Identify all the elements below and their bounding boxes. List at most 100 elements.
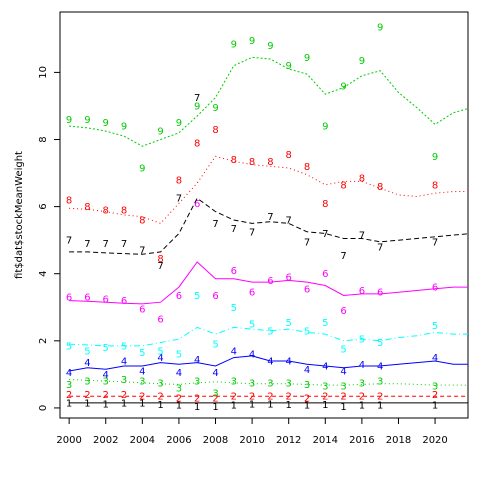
series-8-observation: 8 bbox=[249, 157, 255, 168]
y-tick-label: 2 bbox=[38, 338, 49, 344]
series-7-observation: 7 bbox=[304, 237, 310, 248]
series-3-observation: 3 bbox=[286, 378, 292, 389]
series-7-observation: 7 bbox=[286, 216, 292, 227]
series-9-observation: 9 bbox=[66, 115, 72, 126]
series-6-observation: 6 bbox=[157, 315, 163, 326]
series-8: 8 8 8 8 8 8 8 8 8 8 8 8 8 8 8 8 8 8 8 bbox=[66, 125, 468, 265]
series-6-observation: 6 bbox=[212, 291, 218, 302]
series-7-observation: 7 bbox=[432, 237, 438, 248]
series-5-observation: 5 bbox=[322, 318, 328, 329]
series-7-observation: 7 bbox=[322, 229, 328, 240]
series-1-observation: 1 bbox=[267, 399, 273, 410]
series-6-observation: 6 bbox=[377, 288, 383, 299]
series-8-observation: 8 bbox=[286, 150, 292, 161]
series-5-observation: 5 bbox=[121, 341, 127, 352]
series-3-observation: 3 bbox=[66, 380, 72, 391]
series-9-observation: 9 bbox=[194, 102, 200, 113]
series-9-observation: 9 bbox=[121, 122, 127, 133]
series-8-observation: 8 bbox=[194, 138, 200, 149]
series-1-observation: 1 bbox=[249, 399, 255, 410]
series-5-observation: 5 bbox=[304, 326, 310, 337]
series-5-observation: 5 bbox=[231, 303, 237, 314]
series-3-observation: 3 bbox=[157, 378, 163, 389]
series-3-observation: 3 bbox=[267, 378, 273, 389]
series-8-observation: 8 bbox=[267, 157, 273, 168]
series-8-observation: 8 bbox=[231, 155, 237, 166]
series-6-observation: 6 bbox=[84, 293, 90, 304]
x-tick-label: 2006 bbox=[166, 435, 191, 446]
series-5-observation: 5 bbox=[194, 291, 200, 302]
series-2-observation: 2 bbox=[139, 392, 145, 403]
x-tick-label: 2014 bbox=[313, 435, 338, 446]
series-8-observation: 8 bbox=[84, 202, 90, 213]
series-3-observation: 3 bbox=[432, 382, 438, 393]
series-4-observation: 4 bbox=[359, 360, 365, 371]
series-8-observation: 8 bbox=[139, 216, 145, 227]
series-8-observation: 8 bbox=[359, 174, 365, 185]
series-7-observation: 7 bbox=[340, 251, 346, 262]
series-2-observation: 2 bbox=[231, 392, 237, 403]
series-5-observation: 5 bbox=[340, 345, 346, 356]
series-6-observation: 6 bbox=[286, 273, 292, 284]
series-1-observation: 1 bbox=[139, 398, 145, 409]
series-6-observation: 6 bbox=[249, 288, 255, 299]
series-7-observation: 7 bbox=[231, 224, 237, 235]
x-tick-label: 2008 bbox=[203, 435, 228, 446]
series-3-observation: 3 bbox=[139, 377, 145, 388]
series-5-observation: 5 bbox=[176, 350, 182, 361]
series-9-observation: 9 bbox=[176, 118, 182, 129]
series-6-observation: 6 bbox=[121, 296, 127, 307]
series-6-observation: 6 bbox=[340, 306, 346, 317]
series-8-observation: 8 bbox=[304, 162, 310, 173]
series-1-observation: 1 bbox=[432, 401, 438, 412]
series-2: 2 2 2 2 2 2 2 2 2 2 2 2 2 2 2 2 2 2 2 bbox=[66, 390, 468, 404]
series-9-observation: 9 bbox=[359, 56, 365, 67]
series-6-observation: 6 bbox=[267, 276, 273, 287]
series-5: 5 5 5 5 5 5 5 5 5 5 5 5 5 5 5 5 5 5 5 bbox=[66, 291, 468, 361]
series-7-observation: 7 bbox=[139, 246, 145, 257]
y-axis-title: fit$dat$stockMeanWeight bbox=[14, 151, 25, 279]
series-2-observation: 2 bbox=[84, 390, 90, 401]
series-3-observation: 3 bbox=[231, 377, 237, 388]
x-tick-label: 2002 bbox=[93, 435, 118, 446]
series-7-observation: 7 bbox=[377, 242, 383, 253]
series-1-observation: 1 bbox=[157, 400, 163, 411]
series-1: 1 1 1 1 1 1 1 1 1 1 1 1 1 1 1 1 1 1 1 bbox=[66, 398, 468, 413]
series-7-observation: 7 bbox=[121, 239, 127, 250]
series-7-observation: 7 bbox=[194, 93, 200, 104]
series-6-observation: 6 bbox=[432, 283, 438, 294]
series-4-observation: 4 bbox=[231, 346, 237, 357]
series-7-observation: 7 bbox=[359, 231, 365, 242]
series-6-observation: 6 bbox=[194, 199, 200, 210]
series-9-observation: 9 bbox=[432, 152, 438, 163]
series-5-observation: 5 bbox=[267, 326, 273, 337]
series-2-observation: 2 bbox=[103, 390, 109, 401]
series-2-observation: 2 bbox=[340, 392, 346, 403]
series-4-observation: 4 bbox=[377, 362, 383, 373]
series-9-observation: 9 bbox=[304, 53, 310, 64]
series-3-observation: 3 bbox=[103, 377, 109, 388]
x-tick-label: 2016 bbox=[349, 435, 374, 446]
x-tick-label: 2010 bbox=[239, 435, 264, 446]
series-1-observation: 1 bbox=[66, 398, 72, 409]
series-3: 3 3 3 3 3 3 3 3 3 3 3 3 3 3 3 3 3 3 3 bbox=[66, 375, 468, 399]
series-9-observation: 9 bbox=[212, 103, 218, 114]
series-9-observation: 9 bbox=[139, 164, 145, 175]
series-3-observation: 3 bbox=[249, 378, 255, 389]
series-7: 7 7 7 7 7 7 7 7 7 7 7 7 7 7 7 7 7 7 7 bbox=[66, 93, 468, 272]
x-tick-label: 2000 bbox=[56, 435, 81, 446]
series-7-observation: 7 bbox=[212, 219, 218, 230]
series-7-observation: 7 bbox=[267, 212, 273, 223]
series-2-observation: 2 bbox=[249, 392, 255, 403]
series-7-observation: 7 bbox=[103, 239, 109, 250]
series-4-observation: 4 bbox=[84, 358, 90, 369]
series-4-observation: 4 bbox=[432, 353, 438, 364]
series-8-observation: 8 bbox=[212, 125, 218, 136]
y-tick-label: 6 bbox=[38, 203, 49, 209]
series-5-observation: 5 bbox=[286, 318, 292, 329]
series-8-observation: 8 bbox=[322, 199, 328, 210]
series-1-observation: 1 bbox=[286, 400, 292, 411]
series-9-observation: 9 bbox=[286, 61, 292, 72]
series-9-observation: 9 bbox=[103, 118, 109, 129]
series-2-observation: 2 bbox=[304, 393, 310, 404]
